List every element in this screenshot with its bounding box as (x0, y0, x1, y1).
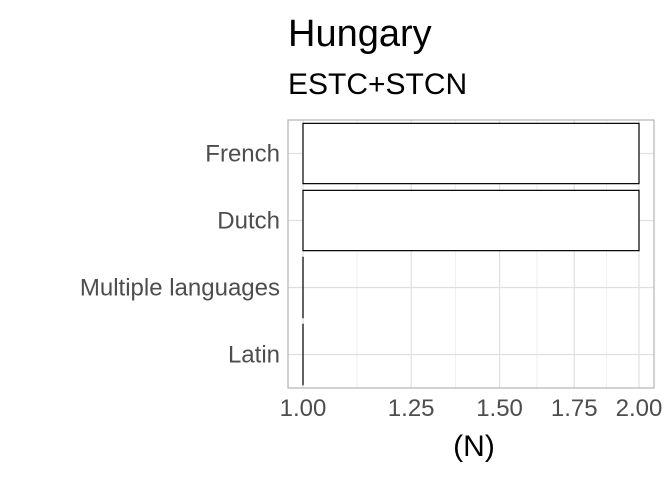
chart-title: Hungary (288, 13, 432, 55)
x-tick-label: 1.00 (280, 395, 327, 422)
x-axis-label: (N) (453, 430, 495, 463)
y-tick-label: Multiple languages (80, 275, 280, 302)
x-tick-label: 1.25 (388, 395, 435, 422)
panel-border (287, 119, 655, 389)
y-tick-label: Latin (228, 342, 280, 369)
x-tick-label: 2.00 (616, 395, 663, 422)
bar-dutch (302, 189, 640, 252)
x-tick-label: 1.75 (551, 395, 598, 422)
bar-french (302, 122, 640, 185)
x-tick-labels: 1.00 1.25 1.50 1.75 2.00 (280, 395, 663, 422)
y-tick-labels: French Dutch Multiple languages Latin (80, 141, 280, 369)
x-tick-label: 1.50 (476, 395, 523, 422)
bars (302, 122, 640, 386)
y-tick-label: French (205, 141, 280, 168)
chart-subtitle: ESTC+STCN (288, 68, 467, 101)
y-tick-label: Dutch (217, 208, 280, 235)
